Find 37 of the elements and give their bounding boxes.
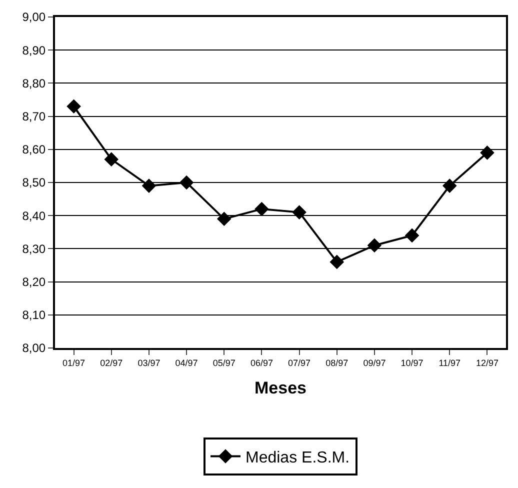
x-tick-label: 07/97: [288, 358, 311, 368]
x-tick-label: 01/97: [62, 358, 86, 368]
y-tick-label: 8,00: [22, 341, 46, 356]
point: [404, 228, 420, 243]
y-tick-label: 8,80: [22, 76, 46, 90]
x-tick-label: 11/97: [438, 358, 461, 368]
point: [254, 202, 269, 216]
point: [142, 178, 156, 193]
y-tick-label: 8,30: [22, 242, 46, 256]
point: [179, 175, 194, 190]
x-tick-label: 05/97: [212, 358, 236, 368]
y-tick-label: 9,00: [22, 10, 46, 24]
point: [292, 205, 306, 220]
x-tick-label: 02/97: [100, 358, 123, 368]
y-tick-label: 8,50: [22, 176, 46, 190]
y-tick-label: 8,20: [22, 275, 46, 289]
point: [367, 238, 382, 253]
x-tick-label: 06/97: [250, 358, 273, 368]
point: [104, 152, 119, 166]
y-tick-label: 8,70: [22, 110, 46, 124]
x-tick-label: 03/97: [138, 358, 160, 368]
y-tick-label: 8,40: [22, 208, 46, 223]
x-axis-title: Meses: [254, 378, 306, 398]
x-tick-label: 10/97: [400, 358, 424, 368]
point: [480, 146, 494, 160]
x-tick-label: 08/97: [326, 358, 348, 368]
point: [330, 254, 344, 270]
point: [442, 178, 457, 193]
y-tick-label: 8,90: [22, 43, 46, 58]
x-tick-label: 12/97: [476, 358, 498, 368]
y-tick-label: 8,60: [22, 142, 46, 157]
x-tick-label: 04/97: [175, 358, 198, 368]
point: [66, 99, 81, 114]
legend-label: Medias E.S.M.: [246, 450, 350, 467]
x-tick-label: 09/97: [363, 358, 386, 368]
y-tick-label: 8,10: [22, 308, 46, 322]
point: [216, 212, 232, 226]
